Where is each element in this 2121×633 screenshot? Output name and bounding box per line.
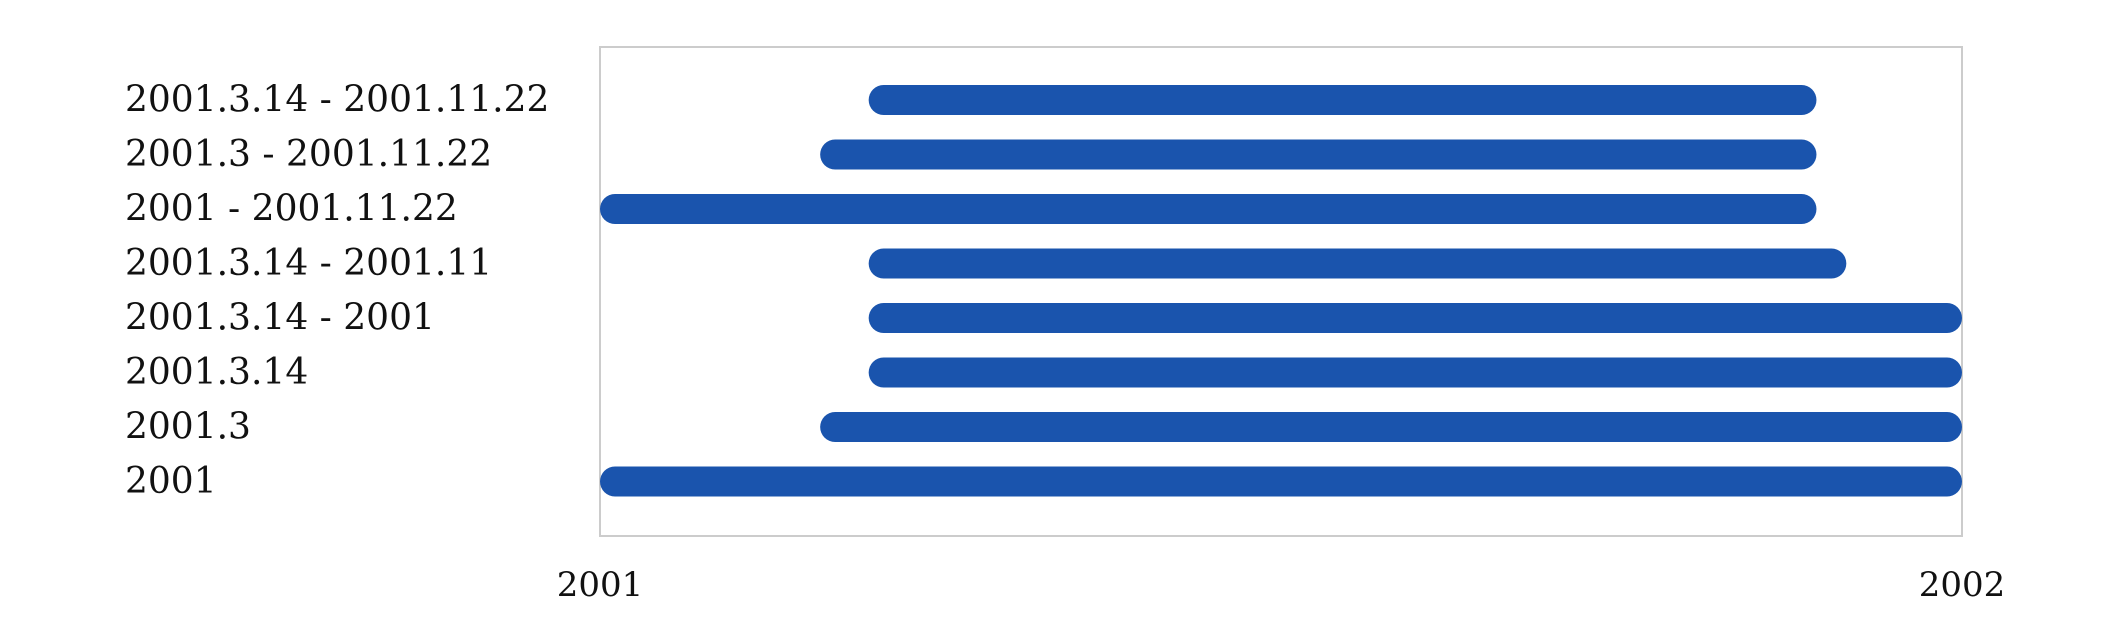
category-label: 2001 [125, 461, 217, 502]
x-axis-ticks: 2001 2002 [557, 565, 2006, 605]
category-label: 2001.3 [125, 407, 251, 448]
range-bar [868, 85, 1817, 115]
category-label: 2001.3.14 - 2001.11 [125, 243, 492, 284]
range-bars [600, 85, 1963, 497]
x-tick-label: 2002 [1919, 565, 2006, 605]
category-label: 2001 - 2001.11.22 [125, 189, 458, 230]
x-tick-label: 2001 [557, 565, 644, 605]
range-bar [600, 194, 1817, 224]
range-bar [600, 466, 1962, 497]
category-label: 2001.3.14 - 2001 [125, 298, 435, 339]
plot-frame [599, 46, 1963, 537]
category-label: 2001.3.14 [125, 352, 308, 393]
category-label: 2001.3.14 - 2001.11.22 [125, 80, 549, 121]
range-bar [820, 412, 1962, 442]
range-bar [868, 248, 1847, 279]
category-labels: 2001.3.14 - 2001.11.22 2001.3 - 2001.11.2… [125, 80, 549, 503]
range-bar [868, 303, 1963, 333]
range-bar [868, 357, 1963, 388]
category-label: 2001.3 - 2001.11.22 [125, 134, 492, 175]
range-bar [820, 139, 1817, 170]
